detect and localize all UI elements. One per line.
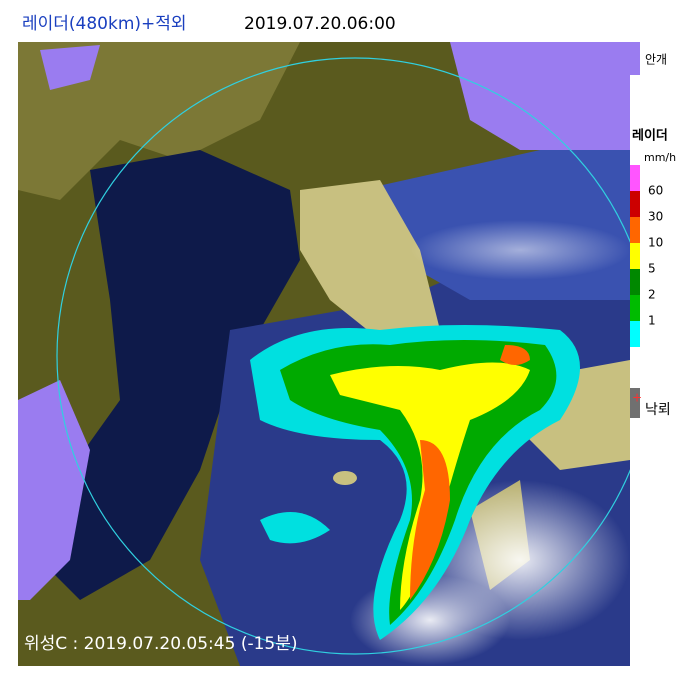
- radar-level: 60: [648, 184, 663, 198]
- satellite-time: 위성C : 2019.07.20.05:45 (-15분): [24, 634, 298, 654]
- radar-level: 1: [648, 314, 656, 328]
- radar-level: 10: [648, 236, 663, 250]
- lightning-swatch: [630, 388, 640, 418]
- radar-legend-title: 레이더: [632, 128, 668, 144]
- radar-swatch: [630, 165, 640, 191]
- radar-level: 30: [648, 210, 663, 224]
- timestamp: 2019.07.20.06:00: [244, 14, 396, 34]
- radar-level: 2: [648, 288, 656, 302]
- radar-level: 5: [648, 262, 656, 276]
- radar-unit: mm/h: [644, 151, 676, 164]
- radar-swatch: [630, 243, 640, 269]
- radar-swatch: [630, 295, 640, 321]
- radar-swatch: [630, 217, 640, 243]
- lightning-icon: +: [632, 391, 642, 405]
- lightning-label: 낙뢰: [645, 402, 671, 418]
- title: 레이더(480km)+적외: [22, 14, 187, 34]
- radar-swatch: [630, 321, 640, 347]
- radar-swatch: [630, 269, 640, 295]
- radar-swatch: [630, 191, 640, 217]
- fog-label: 안개: [645, 53, 667, 67]
- map: [18, 42, 630, 666]
- legend: 안개 레이더 mm/h + 낙뢰 60 30 10 5 2 1: [630, 42, 676, 418]
- fog-swatch: [630, 42, 640, 75]
